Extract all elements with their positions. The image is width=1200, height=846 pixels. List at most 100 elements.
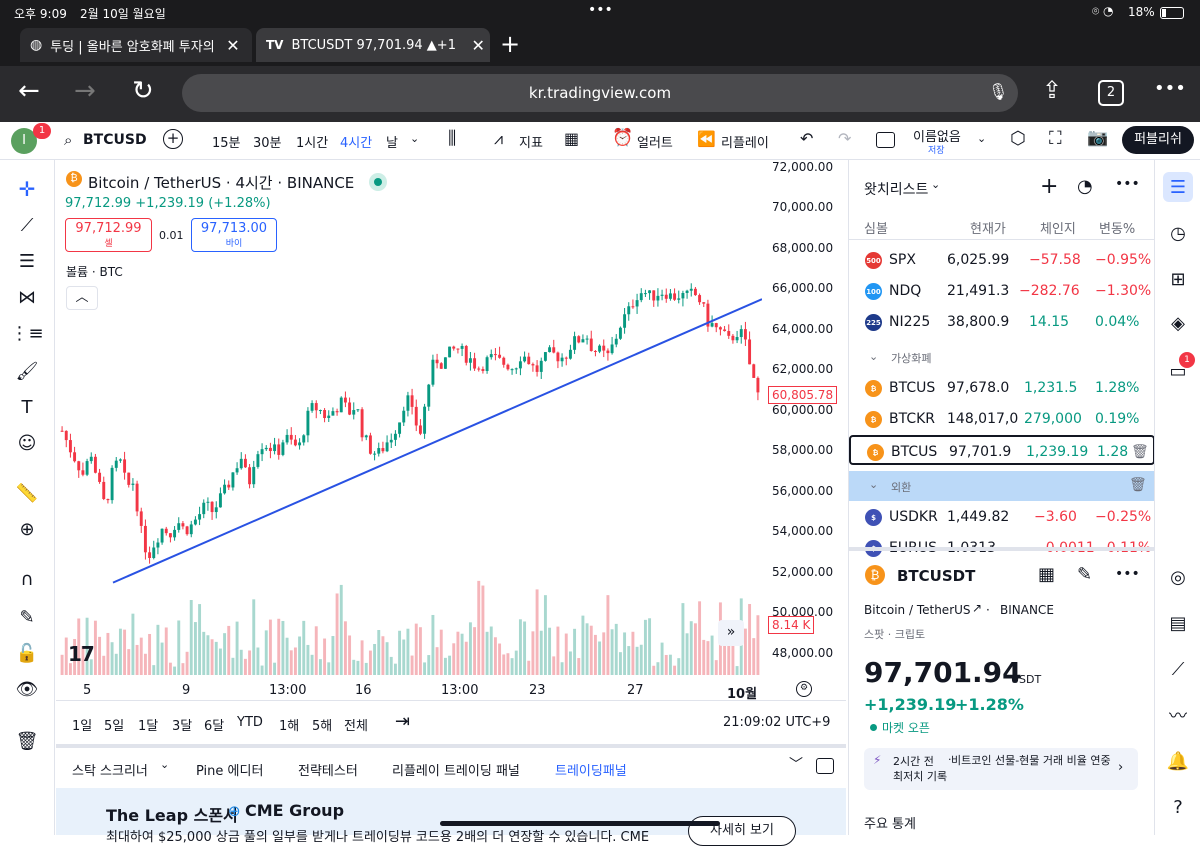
avatar[interactable]: I [11, 128, 37, 154]
watchlist-icon[interactable]: ☰ [1163, 172, 1193, 202]
close-tab-icon[interactable]: ✕ [471, 35, 485, 55]
trash-icon[interactable]: 🗑 [1131, 444, 1149, 460]
indicators-icon[interactable]: ⩘ [494, 129, 504, 148]
trash-icon[interactable]: 🗑 [1129, 477, 1147, 493]
more-icon[interactable]: ••• [1115, 566, 1140, 582]
trendline-tool-icon[interactable]: ⟋ [20, 214, 34, 236]
fullscreen-square-icon[interactable] [876, 132, 895, 148]
replay-icon[interactable]: ⏪ [697, 130, 716, 148]
range-button[interactable]: 1달 [138, 719, 159, 734]
watchlist-row[interactable]: 225 NI225 38,800.9 14.15 0.04% [849, 307, 1155, 337]
replay-button[interactable]: 리플레이 [721, 136, 769, 151]
chevron-down-icon[interactable]: ⌄ [410, 132, 420, 145]
range-button[interactable]: 전체 [344, 719, 368, 734]
price-chart[interactable] [56, 160, 762, 675]
pattern-tool-icon[interactable]: ⋈ [18, 286, 36, 308]
indicators-button[interactable]: 지표 [519, 136, 543, 151]
share-icon[interactable]: ⇪ [1042, 76, 1063, 104]
fullscreen-icon[interactable]: ⛶ [1049, 128, 1062, 149]
reload-icon[interactable]: ↻ [132, 76, 154, 106]
alarm-icon[interactable]: ⏰ [612, 128, 634, 148]
chevron-down-icon[interactable]: ⌄ [977, 132, 987, 145]
tab-count-button[interactable]: 2 [1098, 80, 1124, 106]
browser-tab-1[interactable]: ◍ 투딩 | 올바른 암호화폐 투자의 ✕ [20, 28, 252, 62]
more-dots-icon[interactable]: ••• [588, 2, 613, 18]
interval-30m[interactable]: 30분 [253, 136, 282, 151]
chevron-right-icon[interactable]: › [1118, 760, 1124, 775]
collapse-panel-icon[interactable]: ﹀ [789, 757, 803, 773]
lock-icon[interactable]: 🔓 [15, 642, 39, 664]
sponsor-banner[interactable]: The Leap 스폰서 ⊕ CME Group 최대하여 $25,000 상금… [56, 788, 846, 846]
fib-lines-icon[interactable]: ☰ [18, 250, 36, 272]
search-icon[interactable]: ⌕ [64, 131, 73, 149]
compare-add-icon[interactable]: + [163, 129, 183, 149]
watchlist-row[interactable]: ₿ BTCUS 97,678.0 1,231.5 1.28% [849, 373, 1155, 403]
chevron-down-icon[interactable]: ⌄ [160, 758, 170, 771]
maximize-panel-icon[interactable] [816, 758, 834, 774]
text-tool-icon[interactable]: T [21, 396, 33, 418]
calendar-icon[interactable]: ▤ [1169, 612, 1187, 634]
redo-icon[interactable]: ↷ [838, 129, 852, 148]
tab-stock-screener[interactable]: 스탁 스크리너 [72, 764, 148, 779]
range-button[interactable]: 1일 [72, 719, 93, 734]
help-icon[interactable]: ? [1173, 796, 1183, 818]
candles-icon[interactable]: ⫼ [448, 128, 457, 149]
more-icon[interactable]: ••• [1115, 176, 1140, 192]
more-menu-icon[interactable]: ••• [1154, 78, 1186, 99]
eye-icon[interactable]: 👁 [15, 678, 39, 700]
prediction-tool-icon[interactable]: ⋮≡ [10, 322, 44, 344]
alerts-clock-icon[interactable]: ◷ [1170, 222, 1186, 244]
panel-divider[interactable] [849, 547, 1155, 551]
trash-icon[interactable]: 🗑 [15, 730, 39, 752]
range-button[interactable]: 3달 [172, 719, 193, 734]
publish-button[interactable]: 퍼블리쉬 [1122, 126, 1194, 154]
notifications-bell-icon[interactable]: 🔔 [1166, 750, 1190, 772]
edit-icon[interactable]: ✎ [1077, 564, 1093, 585]
camera-icon[interactable]: 📷 [1087, 128, 1109, 148]
zoom-in-icon[interactable]: ⊕ [19, 518, 35, 540]
axis-settings-icon[interactable]: ⚙ [796, 681, 812, 697]
chevron-down-icon[interactable]: ⌄ [931, 178, 941, 191]
interval-4h[interactable]: 4시간 [340, 136, 373, 151]
clock[interactable]: 21:09:02 UTC+9 [723, 715, 831, 730]
forward-arrow-icon[interactable]: → [74, 76, 96, 106]
add-symbol-icon[interactable]: + [1040, 174, 1059, 199]
lock-draw-icon[interactable]: ✎ [19, 606, 35, 628]
layout-grid-icon[interactable]: ▦ [1038, 564, 1056, 585]
section-crypto[interactable]: 가상화폐 [891, 352, 932, 365]
microphone-icon[interactable]: 🎙 [988, 82, 1009, 101]
time-axis[interactable]: 5 9 13:00 16 13:00 23 27 10월 [56, 675, 762, 702]
buy-button[interactable]: 97,713.00 바이 [191, 218, 277, 252]
range-button[interactable]: 1해 [279, 719, 300, 734]
stream-icon[interactable]: 〰 [1169, 706, 1187, 727]
news-card[interactable]: ⚡ 2시간 전 · 비트코인 선물-현물 거래 비율 연중 최저치 기록 › [864, 748, 1138, 790]
watchlist-row[interactable]: ₿ BTCUS 97,701.9 1,239.19 1.28 🗑 [849, 435, 1155, 465]
symbol-search[interactable]: BTCUSD [83, 132, 147, 148]
interval-1d[interactable]: 날 [386, 136, 398, 151]
col-symbol[interactable]: 심볼 [864, 222, 888, 237]
browser-tab-2[interactable]: TV BTCUSDT 97,701.94 ▲+1 ✕ [256, 28, 490, 62]
detail-name[interactable]: Bitcoin / TetherUS [864, 603, 971, 617]
close-tab-icon[interactable]: ✕ [226, 35, 240, 55]
ideas-icon[interactable]: ⟋ [1171, 658, 1185, 680]
watchlist-row[interactable]: 500 SPX 6,025.99 −57.58 −0.95% [849, 245, 1155, 275]
watchlist-row[interactable]: 100 NDQ 21,491.3 −282.76 −1.30% [849, 276, 1155, 306]
layers-icon[interactable]: ◈ [1171, 312, 1185, 334]
detail-symbol[interactable]: BTCUSDT [897, 567, 976, 585]
interval-15m[interactable]: 15분 [212, 136, 241, 151]
goto-date-icon[interactable]: ⇥ [395, 711, 411, 732]
magnet-icon[interactable]: ∩ [20, 568, 34, 590]
range-button[interactable]: 5해 [312, 719, 333, 734]
range-button[interactable]: 6달 [204, 719, 225, 734]
layout-name[interactable]: 이름없음 [913, 130, 961, 145]
scroll-right-icon[interactable]: » [718, 620, 744, 646]
object-tree-icon[interactable]: ⊞ [1170, 268, 1186, 290]
tab-strategy-tester[interactable]: 전략테스터 [298, 764, 358, 779]
watchlist-row[interactable]: ₿ BTCKR 148,017,0 279,000 0.19% [849, 404, 1155, 434]
brush-icon[interactable]: 🖌 [15, 360, 39, 382]
collapse-legend-icon[interactable]: ︿ [66, 286, 98, 310]
section-fx-row[interactable]: ⌄ 외환 🗑 [849, 471, 1155, 501]
tab-pine-editor[interactable]: Pine 에디터 [196, 764, 264, 779]
alert-button[interactable]: 얼러트 [637, 136, 673, 151]
range-button[interactable]: 5일 [104, 719, 125, 734]
